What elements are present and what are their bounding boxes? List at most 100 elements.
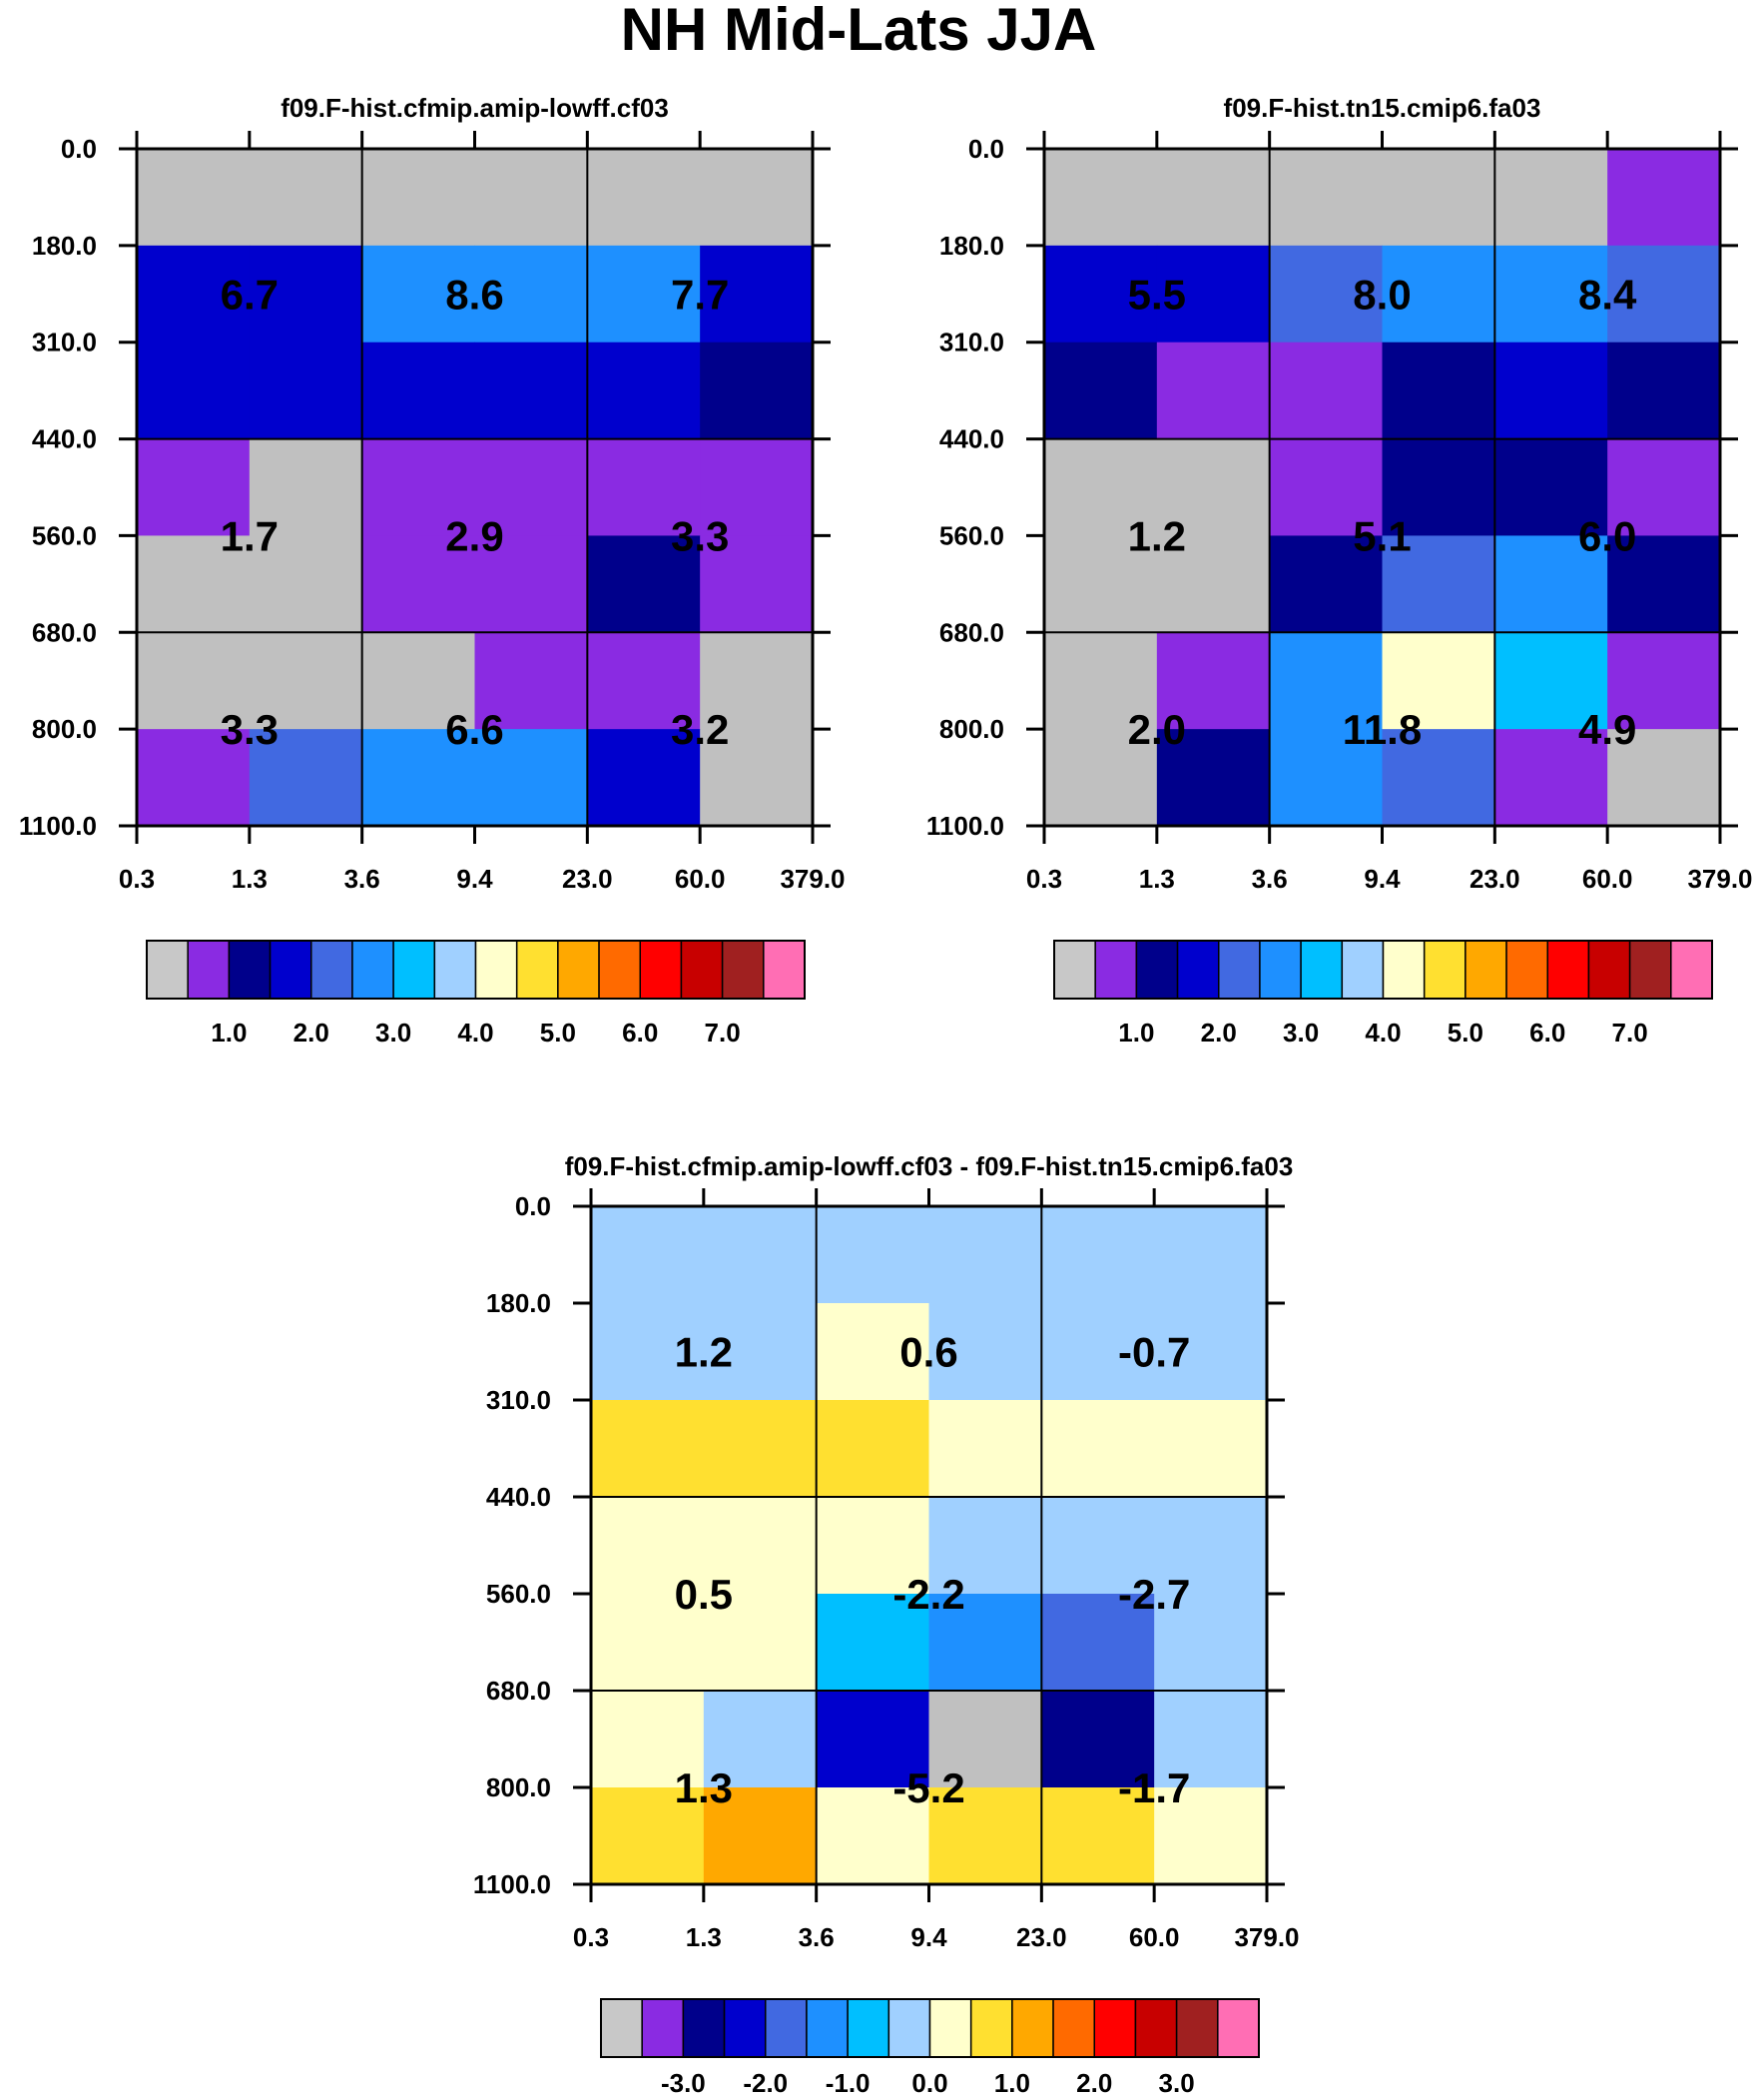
heatmap-cell	[1156, 342, 1271, 440]
cell-value-label: 1.2	[1128, 512, 1186, 559]
heatmap-cell	[1494, 342, 1608, 440]
y-tick-label: 0.0	[515, 1191, 551, 1221]
heatmap-cell	[474, 342, 588, 440]
x-tick-label: 60.0	[1129, 1922, 1180, 1952]
colorbar-swatch	[269, 940, 312, 1000]
colorbar-swatch	[1135, 940, 1179, 1000]
heatmap-cell	[591, 1303, 705, 1401]
heatmap-cell	[928, 1787, 1042, 1885]
heatmap-cell	[703, 1691, 818, 1788]
colorbar-swatch	[1546, 940, 1590, 1000]
colorbar-swatch	[474, 940, 518, 1000]
heatmap-cell	[700, 438, 814, 536]
heatmap-cell	[816, 1497, 929, 1595]
heatmap-cell	[816, 1787, 929, 1885]
heatmap-cell	[1494, 535, 1608, 633]
heatmap-cell	[591, 1594, 705, 1692]
colorbar-swatch	[146, 940, 189, 1000]
heatmap-cell	[1041, 1400, 1155, 1498]
heatmap-cell	[703, 1497, 818, 1595]
x-tick-label: 60.0	[675, 864, 726, 894]
heatmap-cell	[474, 535, 588, 633]
x-tick-label: 0.3	[1026, 864, 1062, 894]
y-tick-label: 1100.0	[926, 811, 1004, 841]
y-tick-label: 180.0	[486, 1288, 551, 1318]
heatmap-cell	[1044, 729, 1158, 827]
panel-difference-heatmap: f09.F-hist.cfmip.amip-lowff.cf03 - f09.F…	[473, 1151, 1300, 2098]
colorbar-swatch	[1053, 940, 1096, 1000]
heatmap-cell	[928, 1691, 1042, 1788]
heatmap-cell	[587, 342, 701, 440]
colorbar-swatch	[1175, 1998, 1219, 2058]
heatmap-cell	[1269, 729, 1383, 827]
colorbar-label: 5.0	[1448, 1018, 1483, 1048]
colorbar-swatch	[392, 940, 436, 1000]
colorbar-swatch	[1628, 940, 1672, 1000]
heatmap-cell	[1154, 1691, 1268, 1788]
heatmap-cell	[1044, 632, 1158, 730]
heatmap-cell	[1041, 1594, 1155, 1692]
heatmap-cell	[249, 438, 363, 536]
colorbar-swatch	[1670, 940, 1713, 1000]
heatmap-cell	[1607, 149, 1721, 247]
heatmap-cell	[1044, 245, 1158, 344]
colorbar-label: 4.0	[1365, 1018, 1401, 1048]
x-tick-label: 379.0	[780, 864, 845, 894]
colorbar-label: 1.0	[994, 2068, 1030, 2098]
heatmap-cell	[591, 1497, 705, 1595]
heatmap-cell	[137, 149, 251, 247]
cell-value-label: 1.2	[675, 1329, 733, 1376]
colorbar-swatch	[763, 940, 806, 1000]
cell-value-label: -2.2	[892, 1571, 964, 1618]
colorbar-label: 2.0	[293, 1018, 329, 1048]
heatmap-cell	[1494, 632, 1608, 730]
x-tick-label: 3.6	[1252, 864, 1288, 894]
heatmap-cell	[816, 1594, 929, 1692]
heatmap-cell	[361, 535, 475, 633]
cell-value-label: 0.6	[899, 1329, 957, 1376]
cell-value-label: 6.7	[221, 271, 279, 318]
cell-value-label: 5.5	[1128, 271, 1186, 318]
y-tick-label: 0.0	[61, 134, 97, 164]
heatmap-cell	[587, 149, 701, 247]
colorbar-label: 2.0	[1201, 1018, 1237, 1048]
heatmap-cell	[700, 632, 814, 730]
cell-value-label: 7.7	[671, 271, 729, 318]
heatmap-cell	[1154, 1787, 1268, 1885]
heatmap-cell	[928, 1303, 1042, 1401]
heatmap-cell	[928, 1497, 1042, 1595]
y-tick-label: 180.0	[32, 231, 97, 261]
y-tick-label: 680.0	[32, 617, 97, 647]
cell-value-label: 6.6	[445, 706, 503, 753]
colorbar-swatch	[557, 940, 600, 1000]
heatmap-cell	[1607, 632, 1721, 730]
colorbar-swatch	[228, 940, 272, 1000]
colorbar-swatch	[639, 940, 683, 1000]
colorbar-swatch	[1176, 940, 1220, 1000]
heatmap-cell	[703, 1400, 818, 1498]
heatmap-cell	[591, 1787, 705, 1885]
colorbar-swatch	[1094, 940, 1138, 1000]
cell-value-label: -2.7	[1118, 1571, 1190, 1618]
cell-value-label: 8.0	[1353, 271, 1411, 318]
heatmap-cell	[1382, 535, 1495, 633]
heatmap-cell	[249, 632, 363, 730]
heatmap-cell	[361, 729, 475, 827]
heatmap-cell	[1041, 1303, 1155, 1401]
heatmap-cell	[1156, 245, 1271, 344]
y-tick-label: 560.0	[486, 1579, 551, 1609]
colorbar-swatch	[721, 940, 765, 1000]
heatmap-cell	[703, 1787, 818, 1885]
heatmap-cell	[474, 438, 588, 536]
x-tick-label: 23.0	[1469, 864, 1520, 894]
cell-value-label: 11.8	[1343, 706, 1422, 753]
colorbar-swatch	[433, 940, 477, 1000]
y-tick-label: 800.0	[486, 1772, 551, 1802]
panel-title: f09.F-hist.tn15.cmip6.fa03	[1224, 93, 1541, 123]
x-tick-label: 379.0	[1687, 864, 1752, 894]
heatmap-cell	[1269, 535, 1383, 633]
heatmap-cell	[587, 535, 701, 633]
heatmap-cell	[1269, 438, 1383, 536]
colorbar-swatch	[187, 940, 231, 1000]
